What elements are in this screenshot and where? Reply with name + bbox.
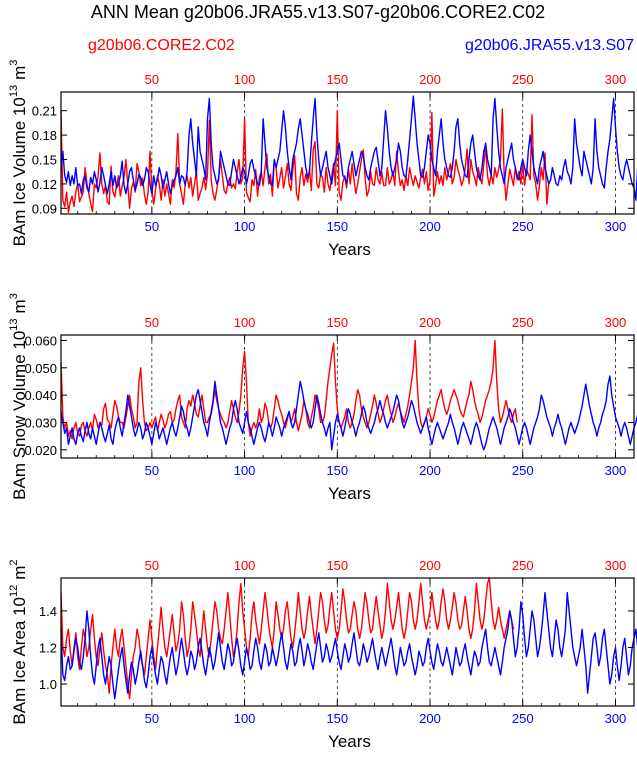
plot-frame bbox=[60, 577, 635, 707]
y-tick-label: 1.0 bbox=[39, 677, 57, 692]
y-axis-label-part: 2 bbox=[8, 559, 20, 565]
x-tick-label-bottom: 100 bbox=[234, 219, 256, 234]
x-tick-label-top: 100 bbox=[234, 315, 256, 330]
x-tick-label-bottom: 50 bbox=[145, 219, 159, 234]
x-tick-label-top: 150 bbox=[326, 315, 348, 330]
y-tick-label: 0.18 bbox=[32, 128, 57, 143]
y-tick-label: 0.12 bbox=[32, 177, 57, 192]
y-axis-label: BAm Ice Volume 1013 m3 bbox=[8, 60, 29, 247]
x-tick-label-bottom: 100 bbox=[234, 711, 256, 726]
y-axis-label-part: 13 bbox=[8, 85, 20, 97]
y-tick-label: 0.060 bbox=[24, 333, 57, 348]
x-tick-label-bottom: 50 bbox=[145, 711, 159, 726]
x-tick-label-top: 100 bbox=[234, 558, 256, 573]
x-tick-label-bottom: 200 bbox=[419, 463, 441, 478]
x-tick-label-bottom: 150 bbox=[326, 463, 348, 478]
series-line-core2 bbox=[60, 577, 515, 700]
y-axis-label: BAm Ice Area 1012 m2 bbox=[8, 559, 29, 724]
x-tick-label-top: 300 bbox=[605, 315, 627, 330]
x-tick-label-bottom: 250 bbox=[512, 711, 534, 726]
x-tick-label-top: 50 bbox=[145, 558, 159, 573]
y-tick-label: 0.020 bbox=[24, 443, 57, 458]
x-tick-label-top: 300 bbox=[605, 558, 627, 573]
y-tick-label: 0.040 bbox=[24, 388, 57, 403]
y-tick-label: 0.09 bbox=[32, 201, 57, 216]
x-tick-label-bottom: 200 bbox=[419, 711, 441, 726]
y-tick-label: 0.050 bbox=[24, 361, 57, 376]
plot-frame bbox=[60, 91, 635, 215]
x-tick-label-bottom: 100 bbox=[234, 463, 256, 478]
figure-title: ANN Mean g20b06.JRA55.v13.S07-g20b06.COR… bbox=[91, 2, 545, 22]
y-axis-label-part: 13 bbox=[8, 318, 20, 330]
x-axis-label: Years bbox=[328, 732, 371, 751]
x-tick-label-top: 300 bbox=[605, 72, 627, 87]
y-axis-label-part: BAm Snow Volume 10 bbox=[10, 331, 29, 500]
chart-panel-1: 0.09 0.12 0.15 0.18 0.21 50 100 150 200 250 300 50 1… bbox=[8, 60, 637, 259]
y-axis-label-part: m bbox=[10, 566, 29, 580]
series-line-core2 bbox=[60, 339, 518, 440]
y-tick-label: 0.030 bbox=[24, 415, 57, 430]
x-tick-label-top: 150 bbox=[326, 72, 348, 87]
legend-series-b: g20b06.JRA55.v13.S07 bbox=[465, 37, 634, 54]
x-axis-label: Years bbox=[328, 484, 371, 503]
x-tick-label-bottom: 300 bbox=[605, 463, 627, 478]
x-tick-label-bottom: 150 bbox=[326, 711, 348, 726]
x-tick-label-bottom: 250 bbox=[512, 219, 534, 234]
x-tick-label-top: 200 bbox=[419, 72, 441, 87]
y-axis-label-part: 3 bbox=[8, 293, 20, 299]
series-line-core2 bbox=[60, 108, 550, 214]
chart-panel-3: 1.0 1.2 1.4 50 100 150 200 250 300 50 100 150 200 250… bbox=[8, 558, 637, 751]
x-tick-label-bottom: 300 bbox=[605, 711, 627, 726]
series-line-jra55 bbox=[60, 375, 637, 451]
y-tick-label: 0.21 bbox=[32, 104, 57, 119]
x-tick-label-top: 150 bbox=[326, 558, 348, 573]
y-tick-label: 0.15 bbox=[32, 153, 57, 168]
series-line-jra55 bbox=[60, 591, 637, 700]
y-axis-label-part: m bbox=[10, 299, 29, 313]
y-tick-label: 1.2 bbox=[39, 640, 57, 655]
x-tick-label-top: 100 bbox=[234, 72, 256, 87]
legend-series-a: g20b06.CORE2.C02 bbox=[88, 37, 235, 54]
series-line-jra55 bbox=[60, 95, 637, 201]
chart-panel-2: 0.020 0.030 0.040 0.050 0.060 50 100 150 200 250 3… bbox=[8, 293, 637, 503]
x-tick-label-bottom: 300 bbox=[605, 219, 627, 234]
x-tick-label-bottom: 50 bbox=[145, 463, 159, 478]
y-axis-label-part: m bbox=[10, 66, 29, 80]
x-tick-label-top: 200 bbox=[419, 558, 441, 573]
x-axis-label: Years bbox=[328, 240, 371, 259]
x-tick-label-top: 250 bbox=[512, 72, 534, 87]
x-tick-label-top: 200 bbox=[419, 315, 441, 330]
x-tick-label-top: 50 bbox=[145, 315, 159, 330]
y-tick-label: 1.4 bbox=[39, 604, 57, 619]
x-tick-label-top: 250 bbox=[512, 315, 534, 330]
x-tick-label-bottom: 200 bbox=[419, 219, 441, 234]
y-axis-label-part: BAm Ice Area 10 bbox=[10, 597, 29, 725]
y-axis-label: BAm Snow Volume 1013 m3 bbox=[8, 293, 29, 500]
x-tick-label-bottom: 150 bbox=[326, 219, 348, 234]
y-axis-label-part: BAm Ice Volume 10 bbox=[10, 97, 29, 246]
plot-frame bbox=[60, 334, 635, 459]
y-axis-label-part: 3 bbox=[8, 60, 20, 66]
x-tick-label-top: 50 bbox=[145, 72, 159, 87]
x-tick-label-top: 250 bbox=[512, 558, 534, 573]
y-axis-label-part: 12 bbox=[8, 585, 20, 597]
x-tick-label-bottom: 250 bbox=[512, 463, 534, 478]
